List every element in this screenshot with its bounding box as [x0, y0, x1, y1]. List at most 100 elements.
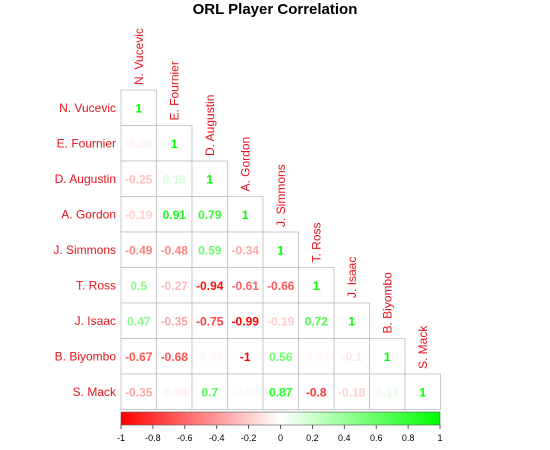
cell-value: -1	[240, 350, 251, 364]
cell-value: -0.67	[125, 350, 153, 364]
cell-value: -0.35	[125, 385, 153, 399]
cell-value: 0.79	[198, 208, 222, 222]
cell-value: 0.5	[130, 279, 147, 293]
cell-6-2	[156, 267, 193, 304]
column-labels: N. Vucevic E. Fournier D. Augustin A. Gordo…	[132, 28, 430, 369]
row-label-a-gordon: A. Gordon	[61, 207, 116, 221]
cell-7-1	[120, 302, 157, 339]
cell-1-1	[120, 89, 157, 126]
cell-5-2	[156, 231, 193, 268]
cell-value: -0.48	[161, 243, 189, 257]
cell-5-4	[227, 231, 264, 268]
cell-value: 1	[206, 172, 213, 186]
cell-6-5	[262, 267, 299, 304]
row-label-d-augustin: D. Augustin	[55, 172, 116, 186]
cell-value: 1	[277, 243, 284, 257]
colorbar-tick-label: 0	[278, 433, 283, 443]
correlation-cells: 1 -0.06 1 -0.25 0.16 1 -0.19 0.91 0.79 1 -0.49 -0.4…	[120, 89, 441, 410]
colorbar-gradient	[120, 411, 441, 426]
cell-value: 0.16	[163, 172, 187, 186]
cell-8-8	[369, 338, 406, 375]
cell-9-3	[191, 373, 228, 410]
cell-4-4	[227, 196, 264, 233]
cell-2-1	[120, 125, 157, 162]
cell-value: -0.06	[161, 385, 189, 399]
cell-value: 1	[242, 208, 249, 222]
cell-9-7	[333, 373, 370, 410]
cell-value: -0.68	[161, 350, 189, 364]
cell-value: -0.05	[196, 350, 224, 364]
cell-9-9	[404, 373, 441, 410]
cell-3-3	[191, 160, 228, 197]
column-label-j-isaac: J. Isaac	[345, 257, 359, 298]
colorbar-tick-label: -0.4	[209, 433, 225, 443]
cell-value: 1	[313, 279, 320, 293]
row-label-j-isaac: J. Isaac	[75, 314, 116, 328]
column-label-n-vucevic: N. Vucevic	[132, 28, 146, 85]
cell-value: -0.94	[196, 279, 224, 293]
colorbar	[120, 411, 441, 426]
column-label-a-gordon: A. Gordon	[238, 137, 252, 192]
colorbar-tick-label: -0.8	[145, 433, 161, 443]
row-label-s-mack: S. Mack	[73, 385, 117, 399]
colorbar-tick-label: -0.6	[177, 433, 193, 443]
cell-value: 1	[348, 314, 355, 328]
colorbar-tick-label: 0.8	[402, 433, 415, 443]
colorbar-tick-label: -0.2	[241, 433, 257, 443]
cell-value: -0.03	[232, 385, 260, 399]
column-label-j-simmons: J. Simmons	[274, 164, 288, 227]
column-label-s-mack: S. Mack	[416, 325, 430, 369]
cell-8-3	[191, 338, 228, 375]
cell-value: 1	[171, 137, 178, 151]
cell-value: 1	[419, 385, 426, 399]
row-label-t-ross: T. Ross	[76, 278, 116, 292]
cell-7-2	[156, 302, 193, 339]
row-label-b-biyombo: B. Biyombo	[55, 349, 117, 363]
cell-6-1	[120, 267, 157, 304]
cell-value: -0.19	[267, 314, 295, 328]
column-label-b-biyombo: B. Biyombo	[380, 272, 394, 334]
cell-4-2	[156, 196, 193, 233]
cell-value: -0.34	[232, 243, 260, 257]
column-label-t-ross: T. Ross	[309, 222, 323, 262]
cell-7-6	[298, 302, 335, 339]
cell-value: 0.47	[127, 314, 151, 328]
row-labels: N. Vucevic E. Fournier D. Augustin A. Gordo…	[53, 101, 117, 399]
cell-value: -0.04	[303, 350, 331, 364]
cell-7-7	[333, 302, 370, 339]
cell-9-6	[298, 373, 335, 410]
cell-value: -0.35	[161, 314, 189, 328]
colorbar-ticks: -1 -0.8 -0.6 -0.4 -0.2 0 0.2 0.4 0.6 0.8 1	[117, 425, 443, 443]
cell-value: -0.66	[267, 279, 295, 293]
column-label-e-fournier: E. Fournier	[167, 61, 181, 120]
cell-value: -0.1	[341, 350, 362, 364]
row-label-e-fournier: E. Fournier	[57, 136, 116, 150]
row-label-n-vucevic: N. Vucevic	[59, 101, 116, 115]
cell-value: 0.11	[376, 385, 399, 399]
cell-value: -0.25	[125, 172, 153, 186]
cell-8-1	[120, 338, 157, 375]
colorbar-tick-label: 0.2	[306, 433, 319, 443]
cell-9-5	[262, 373, 299, 410]
cell-value: 1	[135, 101, 142, 115]
cell-value: -0.18	[338, 385, 366, 399]
cell-9-2	[156, 373, 193, 410]
row-label-j-simmons: J. Simmons	[53, 243, 116, 257]
cell-value: 0.87	[269, 385, 293, 399]
cell-value: -0.19	[125, 208, 153, 222]
column-label-d-augustin: D. Augustin	[203, 95, 217, 156]
colorbar-tick-label: -1	[117, 433, 125, 443]
cell-value: -0.75	[196, 314, 224, 328]
colorbar-tick-label: 0.6	[370, 433, 383, 443]
colorbar-tick-label: 0.4	[338, 433, 351, 443]
cell-value: 0.91	[163, 208, 187, 222]
cell-value: 1	[384, 350, 391, 364]
cell-9-1	[120, 373, 157, 410]
cell-value: 0.72	[305, 314, 329, 328]
cell-value: 0.59	[198, 243, 222, 257]
colorbar-tick-label: 1	[437, 433, 442, 443]
cell-6-4	[227, 267, 264, 304]
cell-value: 0.56	[269, 350, 293, 364]
cell-value: -0.99	[232, 314, 260, 328]
